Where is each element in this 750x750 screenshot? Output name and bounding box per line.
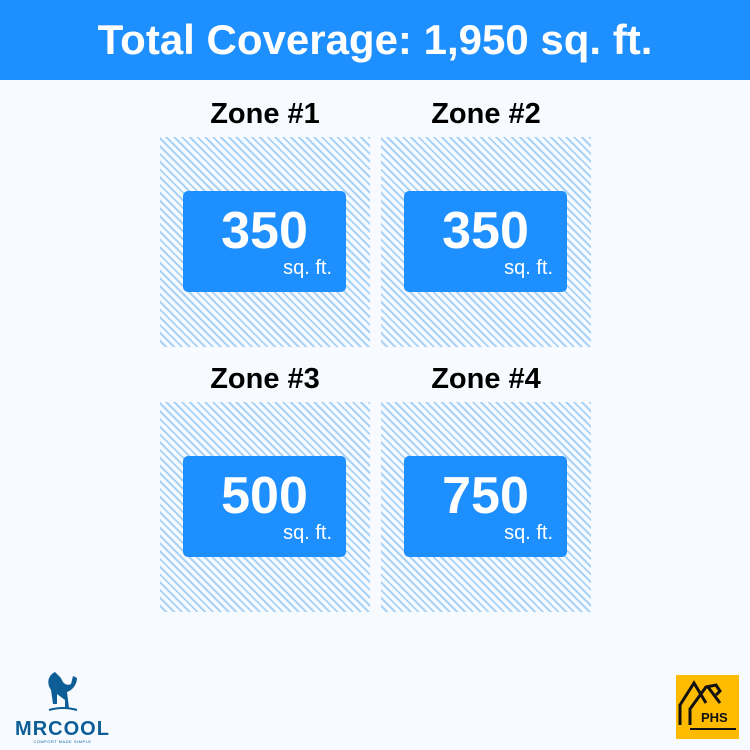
zone-3-value: 500 [221,467,308,525]
mrcool-tagline: COMFORT MADE SIMPLE [33,739,92,744]
zone-2-title: Zone #2 [431,98,541,130]
phs-logo: PHS [676,675,739,739]
polar-bear-icon [47,672,77,711]
zone-1-card: 350 sq. ft. [183,191,346,292]
zone-3-title: Zone #3 [210,363,320,395]
zone-4-card: 750 sq. ft. [404,456,567,557]
house-icon [678,680,736,730]
mrcool-name: MRCOOL [15,718,110,740]
zone-1-title: Zone #1 [210,98,320,130]
zone-2-unit: sq. ft. [504,257,553,279]
zone-3-card: 500 sq. ft. [183,456,346,557]
zone-1-unit: sq. ft. [283,257,332,279]
zone-1-value: 350 [221,202,308,260]
zone-3-unit: sq. ft. [283,522,332,544]
zone-2-card: 350 sq. ft. [404,191,567,292]
phs-text: PHS [701,710,728,725]
zone-4-title: Zone #4 [431,363,541,395]
zone-2-value: 350 [442,202,529,260]
zone-4-unit: sq. ft. [504,522,553,544]
total-coverage-title: Total Coverage: 1,950 sq. ft. [97,16,653,63]
mrcool-logo: MRCOOL COMFORT MADE SIMPLE [10,670,115,744]
zone-4-value: 750 [442,467,529,525]
header-banner: Total Coverage: 1,950 sq. ft. [0,0,750,80]
